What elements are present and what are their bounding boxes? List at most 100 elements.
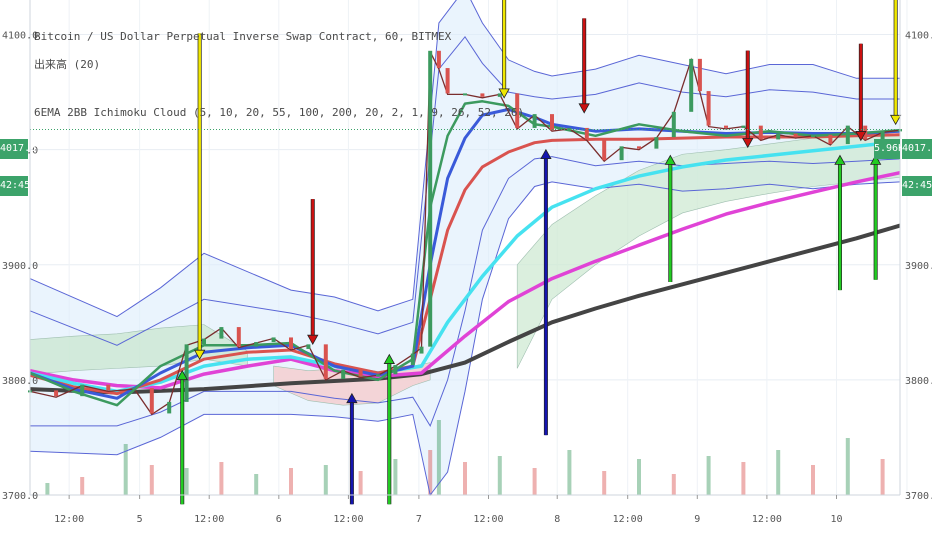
volume-bar <box>358 471 363 495</box>
price-candle <box>236 327 241 347</box>
arrow-head <box>193 349 206 360</box>
signal-arrows <box>176 0 902 505</box>
bollinger-line <box>29 181 901 497</box>
bollinger-fill-area <box>30 0 900 495</box>
volume-bar <box>671 474 676 495</box>
x-tick-label: 8 <box>554 514 560 525</box>
price-candle <box>306 344 311 349</box>
right-vol-badge: 5.96K <box>874 139 904 159</box>
price-candle <box>724 125 728 128</box>
price-candle <box>410 353 415 366</box>
price-candle <box>202 338 206 345</box>
price-candle <box>758 125 763 140</box>
volume-bar <box>149 465 154 495</box>
volume-bar <box>741 462 746 495</box>
price-candle <box>219 327 224 339</box>
price-candle <box>828 134 833 145</box>
price-candle <box>741 125 746 128</box>
price-candle <box>637 146 641 149</box>
x-tick-label: 12:00 <box>613 514 643 525</box>
right-y-tick-label: 3800.0 <box>905 376 932 387</box>
left-price-badge: 4017.5 <box>0 139 36 159</box>
ema-series-line <box>29 223 901 395</box>
arrow-head <box>578 103 590 114</box>
legend-volume: 出来高 (20) <box>34 58 101 71</box>
volume-bars <box>45 420 885 495</box>
price-candle <box>497 93 502 97</box>
price-candle <box>689 58 694 112</box>
volume-bar <box>880 459 885 495</box>
price-candle <box>428 50 433 347</box>
x-tick-label: 9 <box>694 514 700 525</box>
right-y-tick-label: 3700.0 <box>905 491 932 502</box>
volume-bar <box>497 456 502 495</box>
volume-bar <box>811 465 815 495</box>
volume-bar <box>845 438 850 495</box>
x-tick-label: 5 <box>137 514 143 525</box>
price-candle <box>550 114 554 131</box>
left-y-tick-label: 3900.0 <box>2 261 38 272</box>
price-candle <box>619 146 624 161</box>
volume-bar <box>123 444 128 495</box>
price-candle <box>289 337 293 349</box>
right-time-badge: 42:45 <box>902 176 932 196</box>
price-candle <box>602 139 607 161</box>
volume-bar <box>80 477 85 495</box>
volume-bar <box>393 459 398 495</box>
price-candle <box>776 133 781 140</box>
price-candle <box>811 134 815 138</box>
arrow-head <box>498 88 510 99</box>
price-candle <box>132 388 137 391</box>
right-y-tick-label: 4100.0 <box>905 31 932 42</box>
arrow-head <box>664 154 676 165</box>
volume-bar <box>289 468 293 495</box>
price-candle <box>149 388 154 414</box>
arrow-head <box>383 353 395 364</box>
right-price-badge: 4017.5 <box>902 139 932 159</box>
x-tick-label: 7 <box>416 514 422 525</box>
price-candle <box>341 369 346 379</box>
price-candle <box>706 91 711 126</box>
price-series <box>28 50 902 416</box>
volume-bar <box>463 462 467 495</box>
price-candle <box>671 111 676 138</box>
volume-bar <box>323 465 328 495</box>
volume-bar <box>567 450 572 495</box>
price-candle <box>532 114 537 128</box>
price-candle <box>184 344 189 402</box>
price-candle <box>271 337 276 343</box>
x-tick-label: 10 <box>830 514 842 525</box>
price-candle <box>323 344 328 379</box>
arrow-head <box>307 334 319 346</box>
left-y-tick-label: 3700.0 <box>2 491 38 502</box>
price-candle <box>54 390 59 397</box>
price-candle <box>376 374 380 377</box>
price-candle <box>463 93 467 96</box>
price-candle <box>358 369 363 377</box>
volume-bar <box>706 456 711 495</box>
price-candle <box>880 131 885 140</box>
arrow-head <box>855 131 867 142</box>
right-y-tick-label: 3900.0 <box>905 261 932 272</box>
legend-symbol: Bitcoin / US Dollar Perpetual Inverse Sw… <box>34 30 452 43</box>
price-candle <box>436 50 441 69</box>
price-candle <box>167 401 172 414</box>
arrow-head <box>176 369 188 381</box>
bollinger-fill <box>30 0 900 495</box>
volume-bar <box>184 468 189 495</box>
price-candle <box>654 137 659 149</box>
arrow-head <box>889 114 902 126</box>
price-candle <box>393 365 398 375</box>
price-candle <box>80 384 85 397</box>
price-candle <box>254 342 259 347</box>
price-line <box>29 51 901 416</box>
price-candle <box>445 68 450 94</box>
x-tick-label: 12:00 <box>54 514 84 525</box>
price-candle <box>419 346 424 354</box>
arrow-head <box>834 154 846 165</box>
price-candle <box>567 127 572 131</box>
legend-indicator: 6EMA 2BB Ichimoku Cloud (5, 10, 20, 55, … <box>34 106 525 119</box>
axes: 3700.03700.03800.03800.03900.03900.04000… <box>2 0 932 525</box>
price-candle <box>793 133 798 138</box>
